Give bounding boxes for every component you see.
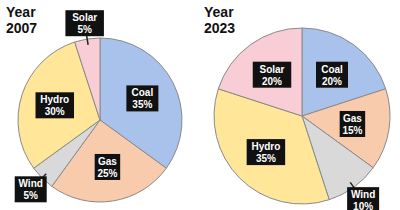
html-text:2007: 2007 (6, 20, 38, 36)
svg-text:Coal: Coal (321, 64, 343, 75)
svg-text:35%: 35% (132, 99, 152, 110)
svg-text:Wind: Wind (351, 189, 375, 200)
svg-text:15%: 15% (342, 125, 362, 136)
svg-text:Hydro: Hydro (251, 141, 280, 152)
html-text:Year: Year (204, 4, 234, 20)
html-text:Year: Year (6, 4, 36, 20)
svg-text:20%: 20% (322, 76, 342, 87)
svg-text:10%: 10% (353, 201, 373, 210)
svg-text:Gas: Gas (98, 156, 117, 167)
svg-text:Coal: Coal (132, 87, 154, 98)
svg-text:Solar: Solar (72, 12, 97, 23)
svg-text:Solar: Solar (259, 64, 284, 75)
svg-text:Wind: Wind (19, 178, 43, 189)
svg-text:5%: 5% (23, 190, 38, 201)
svg-text:25%: 25% (97, 168, 117, 179)
svg-text:20%: 20% (262, 76, 282, 87)
svg-text:30%: 30% (45, 106, 65, 117)
html-text:2023: 2023 (204, 20, 236, 36)
svg-text:5%: 5% (77, 24, 92, 35)
svg-text:Gas: Gas (343, 113, 362, 124)
svg-text:Hydro: Hydro (40, 94, 69, 105)
svg-text:35%: 35% (256, 153, 276, 164)
